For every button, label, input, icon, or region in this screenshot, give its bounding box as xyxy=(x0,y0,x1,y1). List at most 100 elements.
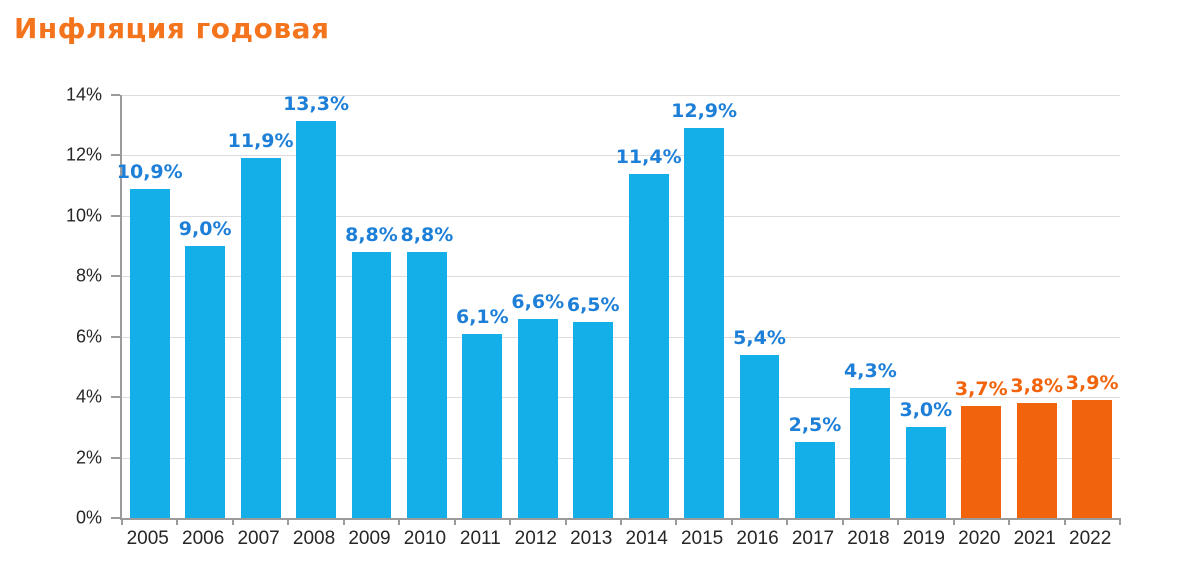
gridline-8% xyxy=(122,276,1120,278)
y-axis-tick xyxy=(111,275,120,278)
bar-2005 xyxy=(129,188,170,518)
bar-value-label-2006: 9,0% xyxy=(178,218,232,241)
x-axis-label-2021: 2021 xyxy=(1013,528,1056,549)
bar-column-2020: 3,7% xyxy=(954,95,1009,518)
bar-column-2008: 13,3% xyxy=(283,95,349,518)
bar-2020 xyxy=(961,406,1002,518)
x-axis-tick xyxy=(897,518,900,525)
x-axis-label-2007: 2007 xyxy=(237,528,280,549)
y-axis-tick xyxy=(111,396,120,399)
y-axis-label: 0% xyxy=(75,507,102,528)
bar-column-2012: 6,6% xyxy=(510,95,565,518)
gridline-10% xyxy=(122,215,1120,217)
bar-value-label-2019: 3,0% xyxy=(899,399,953,422)
x-axis-tick xyxy=(952,518,955,525)
x-axis-tick xyxy=(453,518,456,525)
gridline-2% xyxy=(122,457,1120,459)
bar-value-label-2020: 3,7% xyxy=(954,378,1008,401)
bar-2015 xyxy=(684,128,725,518)
bar-value-label-2021: 3,8% xyxy=(1010,375,1064,398)
bar-column-2022: 3,9% xyxy=(1064,95,1119,518)
x-axis-label-2006: 2006 xyxy=(182,528,225,549)
y-axis-tick xyxy=(111,94,120,96)
gridline-12% xyxy=(122,155,1120,157)
y-axis-tick xyxy=(111,154,120,157)
bar-value-label-2016: 5,4% xyxy=(733,326,786,349)
x-axis-tick xyxy=(564,518,567,525)
chart-title: Инфляция годовая xyxy=(14,12,330,45)
bar-column-2005: 10,9% xyxy=(117,95,183,518)
bar-2007 xyxy=(240,158,281,518)
bar-value-label-2013: 6,5% xyxy=(566,293,620,316)
bar-2013 xyxy=(573,321,614,518)
bar-value-label-2010: 8,8% xyxy=(400,224,454,247)
bar-column-2011: 6,1% xyxy=(455,95,510,518)
y-axis-tick xyxy=(111,214,120,217)
bar-value-label-2015: 12,9% xyxy=(671,100,738,123)
y-axis-label: 4% xyxy=(75,386,102,407)
bar-value-label-2007: 11,9% xyxy=(227,130,294,153)
bar-column-2010: 8,8% xyxy=(399,95,454,518)
x-axis-label-2011: 2011 xyxy=(459,528,501,549)
bar-2021 xyxy=(1016,403,1057,518)
x-axis-label-2020: 2020 xyxy=(958,528,1001,549)
bar-2009 xyxy=(351,252,392,518)
x-axis-tick xyxy=(121,518,123,525)
bar-column-2006: 9,0% xyxy=(177,95,232,518)
x-axis-label-2013: 2013 xyxy=(570,528,613,549)
bar-column-2016: 5,4% xyxy=(732,95,787,518)
y-axis-label: 14% xyxy=(65,84,102,105)
y-axis-label: 10% xyxy=(65,205,102,226)
x-axis-label-2019: 2019 xyxy=(902,528,945,549)
x-axis-tick xyxy=(342,518,345,525)
bar-column-2013: 6,5% xyxy=(566,95,621,518)
bar-2019 xyxy=(905,427,946,518)
bar-value-label-2012: 6,6% xyxy=(511,290,565,313)
bar-2010 xyxy=(406,252,447,518)
y-axis-label: 6% xyxy=(75,326,102,347)
x-axis-tick xyxy=(1008,518,1011,525)
x-axis-tick xyxy=(1119,518,1121,525)
x-axis-tick xyxy=(509,518,512,525)
bar-2016 xyxy=(739,354,780,518)
bar-2006 xyxy=(185,246,226,518)
y-axis-label: 12% xyxy=(65,144,102,165)
x-axis-tick xyxy=(231,518,234,525)
bar-column-2017: 2,5% xyxy=(787,95,842,518)
bar-column-2019: 3,0% xyxy=(898,95,953,518)
bar-value-label-2008: 13,3% xyxy=(283,93,349,115)
bars-row: 10,9% 9,0% 11,9% 13,3% 8,8% 8,8% 6,1% 6,6% 6,5% 1… xyxy=(117,95,1120,518)
x-axis-label-2015: 2015 xyxy=(680,528,724,549)
x-axis-label-2018: 2018 xyxy=(847,528,890,549)
y-axis-tick xyxy=(111,335,120,338)
bar-value-label-2005: 10,9% xyxy=(116,160,183,183)
bar-value-label-2009: 8,8% xyxy=(345,224,398,247)
x-axis-tick xyxy=(620,518,622,525)
bar-2014 xyxy=(628,173,669,518)
y-axis-label: 8% xyxy=(75,265,102,286)
gridline-4% xyxy=(122,397,1120,399)
bar-value-label-2011: 6,1% xyxy=(455,305,509,328)
x-axis-tick xyxy=(675,518,678,525)
x-axis-label-2008: 2008 xyxy=(292,528,336,549)
bar-column-2007: 11,9% xyxy=(228,95,294,518)
x-axis-label-2016: 2016 xyxy=(736,528,779,549)
y-axis-tick xyxy=(111,456,120,459)
gridline-6% xyxy=(122,336,1120,338)
bar-2018 xyxy=(850,388,891,518)
x-axis-label-2017: 2017 xyxy=(791,528,835,549)
bar-column-2018: 4,3% xyxy=(843,95,898,518)
y-axis-tick xyxy=(111,517,120,519)
gridline-14% xyxy=(122,95,1120,96)
x-axis-label-2022: 2022 xyxy=(1069,528,1112,549)
bar-2011 xyxy=(462,333,503,518)
bar-value-label-2018: 4,3% xyxy=(844,360,897,383)
bar-column-2009: 8,8% xyxy=(344,95,399,518)
x-axis-label-2005: 2005 xyxy=(126,528,169,549)
x-axis-label-2010: 2010 xyxy=(403,528,447,549)
bar-2008 xyxy=(296,121,336,518)
bar-2022 xyxy=(1072,400,1113,518)
x-axis-tick xyxy=(176,518,179,525)
bar-value-label-2017: 2,5% xyxy=(788,414,842,437)
